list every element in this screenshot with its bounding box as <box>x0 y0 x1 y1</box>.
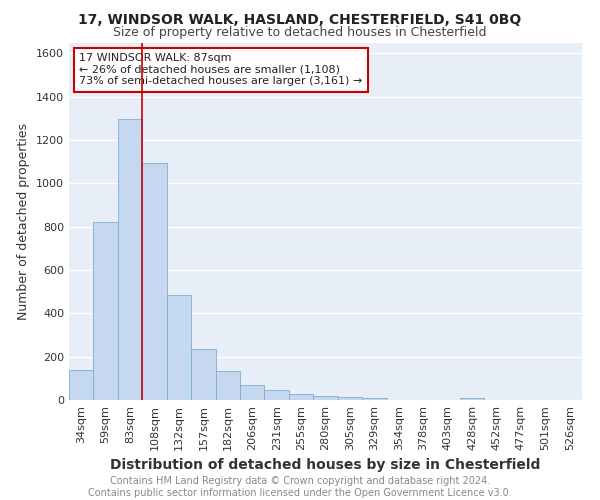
Bar <box>167 295 191 400</box>
Bar <box>118 120 142 400</box>
Text: 17 WINDSOR WALK: 87sqm
← 26% of detached houses are smaller (1,108)
73% of semi-: 17 WINDSOR WALK: 87sqm ← 26% of detached… <box>79 53 362 86</box>
Bar <box>142 163 167 400</box>
Bar <box>94 222 118 400</box>
X-axis label: Distribution of detached houses by size in Chesterfield: Distribution of detached houses by size … <box>110 458 541 472</box>
Bar <box>313 396 338 400</box>
Bar <box>362 398 386 400</box>
Bar <box>265 390 289 400</box>
Bar <box>460 398 484 400</box>
Bar <box>338 397 362 400</box>
Text: Contains HM Land Registry data © Crown copyright and database right 2024.
Contai: Contains HM Land Registry data © Crown c… <box>88 476 512 498</box>
Bar <box>289 394 313 400</box>
Text: Size of property relative to detached houses in Chesterfield: Size of property relative to detached ho… <box>113 26 487 39</box>
Bar <box>240 385 265 400</box>
Y-axis label: Number of detached properties: Number of detached properties <box>17 122 31 320</box>
Bar <box>191 349 215 400</box>
Text: 17, WINDSOR WALK, HASLAND, CHESTERFIELD, S41 0BQ: 17, WINDSOR WALK, HASLAND, CHESTERFIELD,… <box>79 12 521 26</box>
Bar <box>69 370 94 400</box>
Bar <box>215 371 240 400</box>
